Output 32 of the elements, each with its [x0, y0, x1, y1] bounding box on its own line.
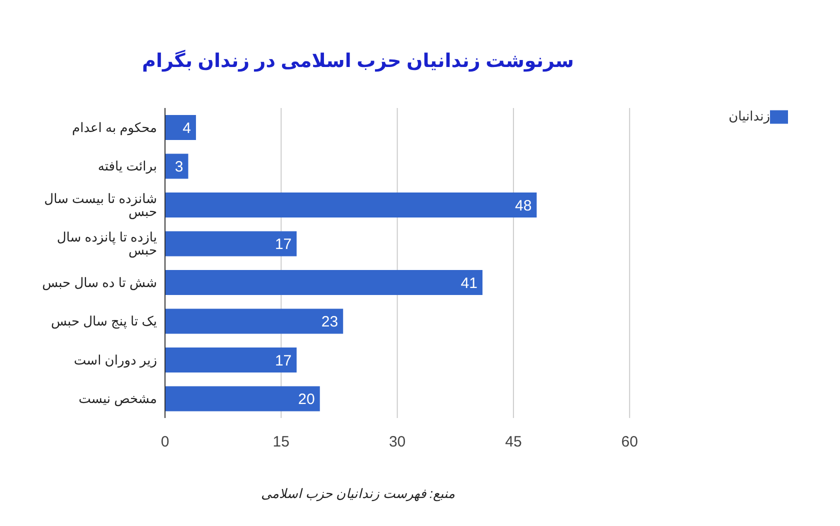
legend-label: زندانیان [728, 108, 770, 124]
bar [165, 154, 188, 179]
data-label: 3 [174, 158, 184, 176]
y-tick-label: مشخص نیست [78, 391, 157, 408]
x-tick-label: 45 [505, 434, 522, 451]
chart-title: سرنوشت زندانیان حزب اسلامی در زندان بگرام [141, 50, 575, 73]
bar [165, 347, 297, 372]
y-tick-label: برائت یافته [98, 158, 157, 175]
y-tick-label: یازده تا پانزده سال حبس [56, 230, 158, 259]
y-tick-label: زیر دوران است [74, 352, 157, 368]
y-tick-label: شش تا ده سال حبس [42, 274, 157, 291]
data-label: 20 [298, 391, 315, 408]
x-tick-label: 30 [388, 434, 406, 451]
data-label: 41 [460, 274, 478, 292]
data-label: 4 [182, 120, 191, 137]
bar [165, 114, 196, 140]
data-label: 48 [515, 197, 532, 214]
bar [165, 192, 537, 218]
data-label: 17 [274, 352, 292, 370]
x-tick-label: 60 [621, 434, 638, 451]
x-tick-label: 15 [272, 434, 290, 451]
data-label: 23 [321, 314, 338, 331]
data-label: 17 [274, 236, 292, 254]
y-tick-label: شانزده تا بیست سال حبس [44, 190, 157, 220]
bar [165, 270, 482, 295]
y-tick-label: یک تا پنج سال حبس [50, 314, 158, 330]
x-tick-label: 0 [160, 434, 170, 451]
bar [165, 231, 297, 256]
bar [165, 386, 320, 412]
y-tick-label: محکوم به اعدام [72, 120, 157, 136]
bar [165, 308, 344, 334]
text: منبع: فهرست زندانیان حزب اسلامی [260, 486, 456, 501]
